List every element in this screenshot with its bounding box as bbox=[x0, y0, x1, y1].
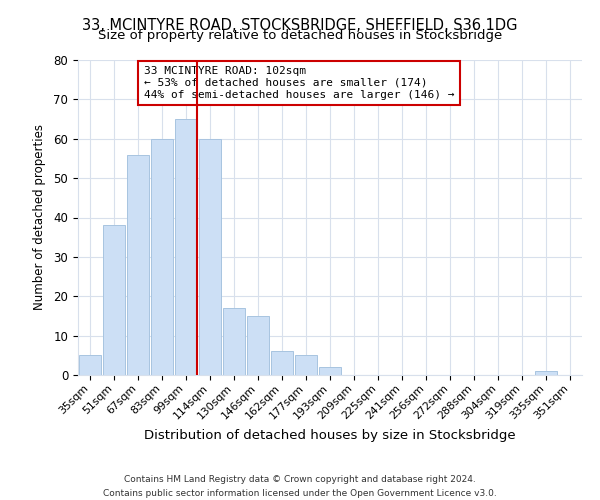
Bar bbox=[127, 154, 149, 375]
Bar bbox=[535, 371, 557, 375]
Bar bbox=[223, 308, 245, 375]
Bar bbox=[271, 352, 293, 375]
Bar bbox=[151, 138, 173, 375]
Bar bbox=[103, 226, 125, 375]
Bar bbox=[175, 119, 197, 375]
Bar bbox=[247, 316, 269, 375]
Bar bbox=[79, 356, 101, 375]
Text: Contains HM Land Registry data © Crown copyright and database right 2024.
Contai: Contains HM Land Registry data © Crown c… bbox=[103, 476, 497, 498]
Text: Size of property relative to detached houses in Stocksbridge: Size of property relative to detached ho… bbox=[98, 29, 502, 42]
Text: 33, MCINTYRE ROAD, STOCKSBRIDGE, SHEFFIELD, S36 1DG: 33, MCINTYRE ROAD, STOCKSBRIDGE, SHEFFIE… bbox=[82, 18, 518, 32]
Text: 33 MCINTYRE ROAD: 102sqm
← 53% of detached houses are smaller (174)
44% of semi-: 33 MCINTYRE ROAD: 102sqm ← 53% of detach… bbox=[143, 66, 454, 100]
Bar bbox=[199, 138, 221, 375]
Bar bbox=[319, 367, 341, 375]
Bar bbox=[295, 356, 317, 375]
X-axis label: Distribution of detached houses by size in Stocksbridge: Distribution of detached houses by size … bbox=[144, 429, 516, 442]
Y-axis label: Number of detached properties: Number of detached properties bbox=[34, 124, 46, 310]
